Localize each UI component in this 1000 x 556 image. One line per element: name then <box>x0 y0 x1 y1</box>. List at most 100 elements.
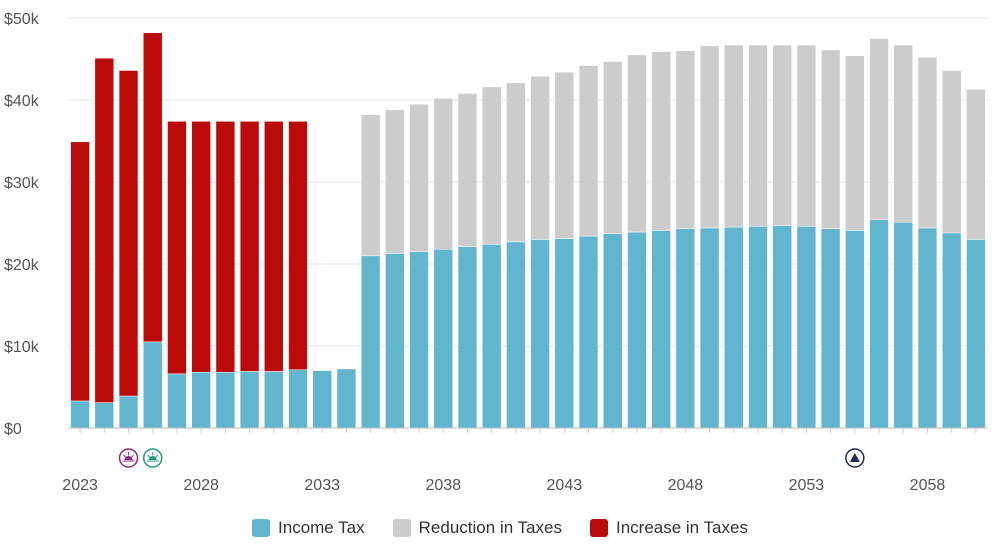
bar-segment-income-tax <box>409 251 429 429</box>
bar-segment-income-tax <box>820 228 841 429</box>
bar-segment-reduction-in-taxes <box>796 44 817 227</box>
bar-segment-increase-in-taxes <box>70 141 90 402</box>
bar-segment-income-tax <box>70 400 90 429</box>
bar-segment-increase-in-taxes <box>167 121 187 375</box>
bar-segment-income-tax <box>748 226 768 429</box>
bar-segment-income-tax <box>312 370 332 429</box>
legend-item-increase-in-taxes[interactable]: Increase in Taxes <box>589 518 748 538</box>
bar-segment-reduction-in-taxes <box>627 54 647 233</box>
bar-segment-income-tax <box>167 373 187 429</box>
bar-segment-reduction-in-taxes <box>554 71 575 239</box>
legend-label-increase-in-taxes: Increase in Taxes <box>615 518 748 537</box>
bar-segment-reduction-in-taxes <box>481 86 502 245</box>
ray-glyph <box>155 454 159 458</box>
bar-segment-increase-in-taxes <box>118 70 139 397</box>
bar-segment-income-tax <box>143 341 163 429</box>
legend-item-income-tax[interactable]: Income Tax <box>252 518 365 538</box>
ray-glyph <box>147 454 151 458</box>
bar-segment-income-tax <box>772 225 792 429</box>
bar-segment-income-tax <box>506 241 526 429</box>
bar-segment-reduction-in-taxes <box>917 57 938 229</box>
bar-segment-increase-in-taxes <box>143 32 163 343</box>
bar-segment-income-tax <box>215 371 236 429</box>
bar-segment-reduction-in-taxes <box>385 109 405 254</box>
bar-segment-income-tax <box>457 246 478 429</box>
bar-segment-reduction-in-taxes <box>724 44 744 228</box>
bar-segment-income-tax <box>336 368 357 429</box>
legend-label-income-tax: Income Tax <box>278 518 365 537</box>
sun-glyph <box>124 456 133 460</box>
bar-segment-increase-in-taxes <box>239 121 260 372</box>
bar-segment-increase-in-taxes <box>191 121 211 373</box>
legend-label-reduction-in-taxes: Reduction in Taxes <box>418 518 562 537</box>
bar-segment-income-tax <box>893 221 913 429</box>
bar-segment-reduction-in-taxes <box>820 49 841 229</box>
bar-segment-reduction-in-taxes <box>772 44 792 226</box>
bar-segment-income-tax <box>845 230 865 429</box>
bar-segment-income-tax <box>869 219 889 429</box>
ray-glyph <box>123 454 126 458</box>
triangle-up-glyph <box>849 453 860 462</box>
bar-segment-income-tax <box>191 371 211 429</box>
bar-segment-reduction-in-taxes <box>893 44 913 223</box>
bar-segment-income-tax <box>966 239 986 429</box>
bar-segment-income-tax <box>481 244 502 429</box>
bar-segment-income-tax <box>796 226 817 429</box>
bar-segment-income-tax <box>627 231 647 429</box>
bar-segment-reduction-in-taxes <box>506 82 526 243</box>
bar-segment-income-tax <box>360 255 381 429</box>
bar-segment-income-tax <box>554 238 575 429</box>
bar-segment-income-tax <box>699 227 720 429</box>
bar-segment-income-tax <box>917 227 938 429</box>
chart-legend: Income Tax Reduction in Taxes Increase i… <box>0 518 1000 538</box>
bar-segment-reduction-in-taxes <box>966 89 986 240</box>
bar-segment-reduction-in-taxes <box>699 45 720 229</box>
stacked-bar-chart: $0 $10k $20k $30k $40k $50k 2023 2028 2033 2038 20… <box>4 11 988 494</box>
bar-segment-reduction-in-taxes <box>845 55 865 231</box>
bar-segment-income-tax <box>94 402 115 429</box>
y-tick-label: $20k <box>4 257 40 274</box>
bar-segment-reduction-in-taxes <box>360 114 381 257</box>
x-tick-label: 2043 <box>547 477 583 494</box>
bar-segment-reduction-in-taxes <box>433 98 453 250</box>
bar-segment-income-tax <box>264 371 284 429</box>
bar-segment-reduction-in-taxes <box>675 50 696 229</box>
bar-segment-income-tax <box>118 395 139 429</box>
bar-segment-increase-in-taxes <box>288 121 308 371</box>
bar-segment-income-tax <box>578 235 599 429</box>
legend-swatch-income-tax <box>252 519 271 537</box>
bar-segment-income-tax <box>603 233 623 429</box>
bar-segment-increase-in-taxes <box>215 121 236 373</box>
legend-item-reduction-in-taxes[interactable]: Reduction in Taxes <box>392 518 562 538</box>
legend-swatch-reduction-in-taxes <box>392 519 411 537</box>
x-tick-label: 2028 <box>183 477 219 494</box>
bar-segment-income-tax <box>288 369 308 429</box>
bar-segment-reduction-in-taxes <box>457 93 478 248</box>
x-tick-label: 2053 <box>789 477 825 494</box>
bar-segment-reduction-in-taxes <box>941 70 962 234</box>
y-tick-label: $0 <box>4 421 22 438</box>
bar-segment-reduction-in-taxes <box>578 65 599 237</box>
bar-segment-income-tax <box>433 248 453 429</box>
y-tick-label: $40k <box>4 93 40 110</box>
bar-segment-income-tax <box>385 253 405 429</box>
bar-segment-increase-in-taxes <box>94 57 115 403</box>
x-tick-label: 2058 <box>910 477 946 494</box>
bar-segment-income-tax <box>941 232 962 429</box>
x-tick-label: 2038 <box>425 477 461 494</box>
bar-segment-income-tax <box>724 226 744 429</box>
bar-segment-income-tax <box>530 239 550 429</box>
bar-segment-increase-in-taxes <box>264 121 284 372</box>
bar-segment-income-tax <box>675 228 696 429</box>
y-tick-label: $50k <box>4 11 40 28</box>
x-tick-label: 2023 <box>62 477 98 494</box>
ray-glyph <box>131 454 134 458</box>
bar-segment-reduction-in-taxes <box>869 38 889 220</box>
sun-glyph <box>148 456 157 460</box>
x-tick-label: 2033 <box>304 477 340 494</box>
bar-segment-reduction-in-taxes <box>603 61 623 234</box>
y-tick-label: $30k <box>4 175 40 192</box>
bar-segment-reduction-in-taxes <box>409 103 429 252</box>
legend-swatch-increase-in-taxes <box>589 519 608 537</box>
bar-segment-reduction-in-taxes <box>651 51 671 231</box>
